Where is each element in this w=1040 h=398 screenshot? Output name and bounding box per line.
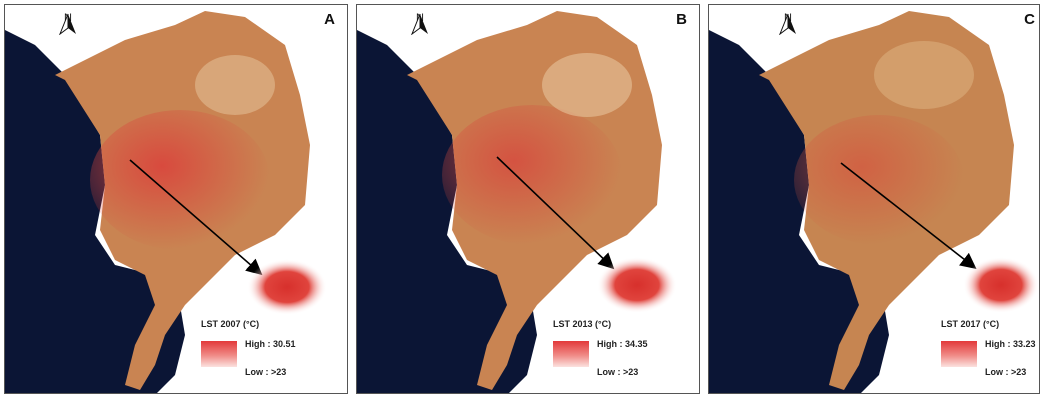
- legend-high-c: High : 33.23: [985, 339, 1036, 349]
- sea: [5, 30, 185, 393]
- legend-low-b: Low : >23: [597, 367, 639, 377]
- lst-map-b: [357, 5, 699, 393]
- sea: [357, 30, 537, 393]
- north-arrow-icon: [411, 13, 428, 35]
- legend-c: LST 2017 (°C) High : 33.23 Low : >23: [941, 319, 1039, 389]
- legend-high-b: High : 34.35: [597, 339, 648, 349]
- map-panel-b: N B LST 2013 (°C) High : 34.35 Low : >23: [356, 4, 700, 394]
- lst-map-a: [5, 5, 347, 393]
- panel-letter-b: B: [676, 11, 687, 28]
- legend-title-c: LST 2017 (°C): [941, 319, 1000, 329]
- north-arrow-icon: [59, 13, 76, 35]
- lst-map-c: [709, 5, 1039, 393]
- legend-swatch-c: [941, 341, 977, 367]
- legend-title-b: LST 2013 (°C): [553, 319, 612, 329]
- legend-swatch-b: [553, 341, 589, 367]
- legend-swatch-a: [201, 341, 237, 367]
- legend-a: LST 2007 (°C) High : 30.51 Low : >23: [201, 319, 341, 389]
- north-arrow-icon: [779, 13, 796, 35]
- north-arrow-b: N: [409, 13, 431, 35]
- legend-b: LST 2013 (°C) High : 34.35 Low : >23: [553, 319, 693, 389]
- panel-letter-c: C: [1024, 11, 1035, 28]
- legend-title-a: LST 2007 (°C): [201, 319, 260, 329]
- sea: [709, 30, 889, 393]
- map-panel-a: N A LST 2007 (°C) High : 30.51 Low : >23: [4, 4, 348, 394]
- legend-low-c: Low : >23: [985, 367, 1027, 377]
- map-panel-c: N C LST 2017 (°C) High : 33.23 Low : >23: [708, 4, 1040, 394]
- legend-low-a: Low : >23: [245, 367, 287, 377]
- north-arrow-a: N: [57, 13, 79, 35]
- legend-high-a: High : 30.51: [245, 339, 296, 349]
- panel-letter-a: A: [324, 11, 335, 28]
- north-arrow-c: N: [777, 13, 799, 35]
